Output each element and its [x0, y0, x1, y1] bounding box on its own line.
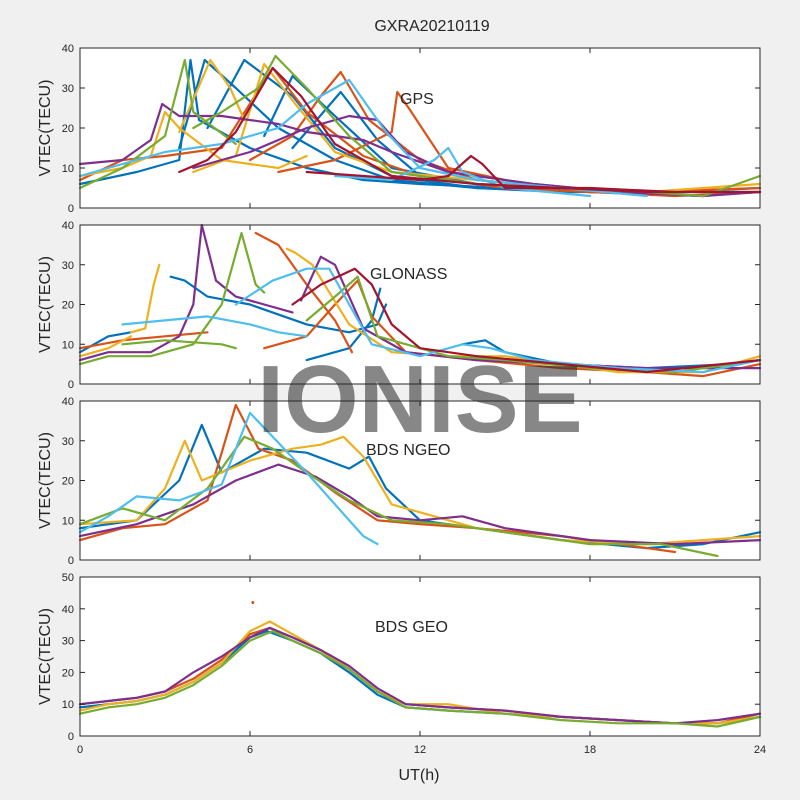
y-axis-title: VTEC(TECU) [37, 256, 54, 353]
panel-label: BDS NGEO [366, 442, 450, 459]
series-line-16 [121, 315, 308, 338]
y-tick-label: 40 [62, 220, 74, 232]
watermark: IONISE [257, 346, 582, 453]
y-tick-label: 40 [62, 43, 74, 55]
series-line-14 [78, 58, 237, 190]
series-line-18 [178, 66, 762, 194]
panel-glonass: 0 10 20 30 40 VTEC(TECU) GLONASS [37, 220, 762, 391]
plot-area [80, 577, 760, 736]
series-line-5 [78, 331, 209, 350]
y-tick-label: 20 [62, 123, 74, 135]
panels: 0 10 20 30 40 VTEC(TECU) GPS 0 10 20 30 40 VTEC(TECU… [37, 43, 766, 756]
x-tick-label: 18 [584, 744, 596, 756]
series-line-3 [206, 58, 592, 194]
series-line-11 [78, 223, 294, 362]
series-line-5 [78, 630, 762, 728]
y-axis-title: VTEC(TECU) [37, 608, 54, 705]
x-tick-label: 12 [414, 744, 426, 756]
y-tick-label: 30 [62, 260, 74, 272]
series-line-8 [277, 90, 507, 182]
x-tick-label: 6 [247, 744, 253, 756]
y-tick-label: 20 [62, 667, 74, 679]
y-tick-label: 0 [68, 731, 74, 743]
series-line-2 [169, 275, 388, 334]
series-group [78, 54, 762, 198]
y-tick-label: 40 [62, 604, 74, 616]
series-line-5 [78, 435, 719, 558]
series-line-9 [129, 263, 161, 334]
y-axis-title: VTEC(TECU) [37, 80, 54, 177]
y-tick-label: 20 [62, 476, 74, 488]
series-line-10 [178, 58, 246, 134]
y-tick-label: 40 [62, 396, 74, 408]
y-tick-label: 50 [62, 572, 74, 584]
y-tick-label: 30 [62, 436, 74, 448]
series-group [78, 600, 762, 728]
panel-label: GPS [400, 91, 434, 108]
panel-bds-geo: 0 10 20 30 40 50 0 6 12 18 24 VTEC(TECU) BDS GEO [37, 572, 766, 756]
y-tick-label: 30 [62, 83, 74, 95]
series-line-6 [254, 231, 354, 354]
panel-gps: 0 10 20 30 40 VTEC(TECU) GPS [37, 43, 762, 215]
series-line-17 [234, 267, 762, 374]
y-tick-label: 10 [62, 163, 74, 175]
y-tick-label: 0 [68, 379, 74, 391]
x-axis-title: UT(h) [399, 767, 440, 784]
panel-bds-ngeo: 0 10 20 30 40 VTEC(TECU) BDS NGEO [37, 396, 762, 567]
panel-label: BDS GEO [375, 619, 448, 636]
x-tick-label: 24 [754, 744, 766, 756]
series-line-8 [78, 335, 133, 358]
series-line-4 [78, 626, 762, 725]
series-line-18 [291, 267, 762, 374]
y-tick-label: 0 [68, 203, 74, 215]
plot-area [80, 401, 760, 560]
figure-title: GXRA20210119 [374, 18, 489, 35]
series-group [78, 223, 762, 378]
series-line-16 [78, 78, 648, 198]
panel-label: GLONASS [370, 266, 447, 283]
y-tick-label: 0 [68, 555, 74, 567]
x-tick-label: 0 [77, 744, 83, 756]
series-group [78, 403, 762, 558]
series-line-13 [78, 231, 266, 366]
series-line-3 [305, 287, 382, 362]
series-line-19 [305, 154, 677, 194]
y-tick-label: 10 [62, 515, 74, 527]
series-line-9 [78, 110, 308, 178]
series-line-6 [78, 411, 379, 546]
y-axis-title: VTEC(TECU) [37, 432, 54, 529]
outlier-point [251, 600, 255, 604]
series-line-14 [121, 339, 237, 350]
y-tick-label: 30 [62, 636, 74, 648]
y-tick-label: 10 [62, 699, 74, 711]
y-tick-label: 20 [62, 300, 74, 312]
y-tick-label: 10 [62, 339, 74, 351]
